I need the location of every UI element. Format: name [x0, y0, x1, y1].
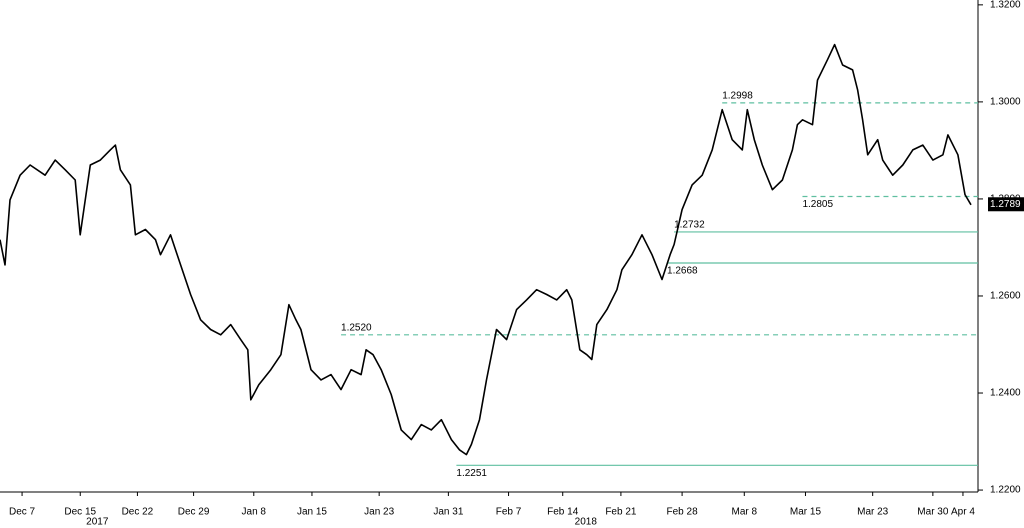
x-tick-label: Dec 15: [64, 507, 96, 518]
x-tick-label: Jan 31: [433, 507, 463, 518]
x-tick-label: Dec 22: [122, 507, 154, 518]
year-label: 2018: [575, 517, 598, 528]
reference-label: 1.2998: [722, 91, 753, 102]
x-tick-label: Dec 29: [178, 507, 210, 518]
reference-label: 1.2805: [802, 199, 833, 210]
reference-label: 1.2520: [341, 322, 372, 333]
x-tick-label: Mar 30: [917, 507, 949, 518]
x-tick-label: Mar 8: [732, 507, 758, 518]
x-tick-label: Feb 28: [667, 507, 699, 518]
last-price-label: 1.2789: [990, 199, 1021, 210]
x-tick-label: Mar 15: [790, 507, 822, 518]
x-tick-label: Jan 8: [242, 507, 267, 518]
y-tick-label: 1.3000: [990, 97, 1021, 108]
x-tick-label: Feb 7: [496, 507, 522, 518]
reference-label: 1.2251: [456, 468, 487, 479]
y-tick-label: 1.2200: [990, 485, 1021, 496]
year-label: 2017: [86, 517, 109, 528]
y-tick-label: 1.2400: [990, 388, 1021, 399]
x-tick-label: Feb 21: [605, 507, 637, 518]
last-price-box: [988, 197, 1024, 212]
y-tick-label: 1.2600: [990, 291, 1021, 302]
x-tick-label: Mar 23: [857, 507, 889, 518]
reference-label: 1.2732: [674, 220, 705, 231]
x-tick-label: Feb 14: [547, 507, 579, 518]
price-line: [0, 43, 972, 456]
reference-label: 1.2668: [667, 266, 698, 277]
x-tick-label: Apr 4: [951, 507, 975, 518]
x-tick-label: Jan 23: [364, 507, 394, 518]
x-tick-label: Dec 7: [9, 507, 36, 518]
y-tick-label: 1.3200: [990, 0, 1021, 10]
x-tick-label: Jan 15: [297, 507, 327, 518]
